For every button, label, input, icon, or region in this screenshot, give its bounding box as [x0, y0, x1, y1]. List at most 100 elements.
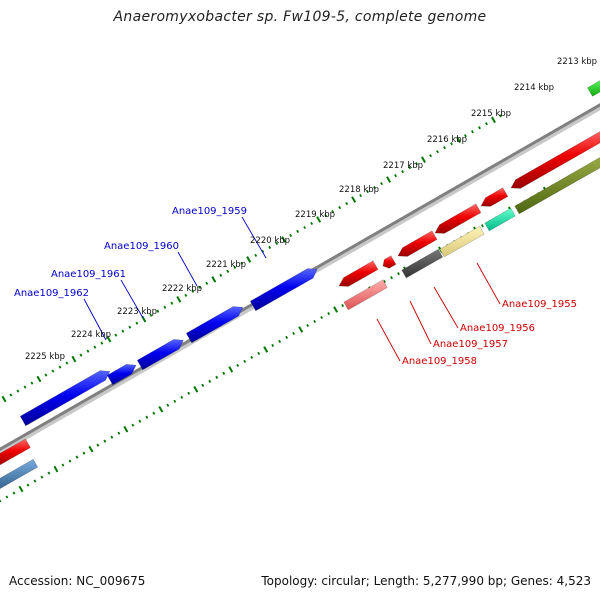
upper-scale-minor-tick	[149, 313, 153, 317]
upper-scale-minor-tick	[219, 273, 223, 277]
upper-scale-minor-tick	[170, 301, 174, 305]
upper-scale-minor-tick	[485, 122, 488, 126]
gene-reverse-arrow-6[interactable]	[510, 129, 600, 189]
lower-scale-major-tick	[263, 346, 269, 353]
scale-label: 2221 kbp	[206, 260, 246, 270]
upper-scale-minor-tick	[128, 325, 132, 329]
gene-reverse-arrow-4[interactable]	[434, 203, 482, 234]
gene-olive-box[interactable]	[514, 157, 600, 215]
gene-callout-line	[83, 298, 107, 341]
upper-scale-minor-tick	[366, 190, 369, 194]
gene-reverse-arrow-2[interactable]	[382, 255, 397, 269]
upper-scale-minor-tick	[268, 245, 272, 250]
lower-scale-minor-tick	[117, 431, 121, 435]
upper-scale-minor-tick	[289, 233, 293, 238]
gene-label[interactable]: Anae109_1958	[402, 356, 477, 367]
lower-scale-major-tick	[228, 366, 234, 373]
lower-scale-minor-tick	[180, 395, 184, 399]
upper-scale-minor-tick	[499, 114, 502, 118]
upper-scale-minor-tick	[478, 126, 481, 130]
gene-anae109-1957-box[interactable]	[401, 248, 444, 279]
lower-scale-major-tick	[193, 386, 199, 393]
gene-reverse-arrow-3[interactable]	[397, 230, 438, 257]
lower-scale-major-tick	[123, 425, 129, 433]
gene-anae109-1956-box[interactable]	[439, 225, 485, 258]
lower-scale-minor-tick	[33, 479, 37, 483]
gene-forward-arrow[interactable]	[249, 268, 318, 312]
gene-reverse-arrow-1[interactable]	[338, 260, 379, 287]
upper-scale-major-tick	[316, 216, 322, 223]
gene-label[interactable]: Anae109_1960	[104, 241, 179, 252]
gene-label[interactable]: Anae109_1962	[14, 288, 89, 299]
lower-scale-minor-tick	[208, 379, 212, 383]
upper-scale-major-tick	[281, 236, 287, 243]
genome-summary-text: Topology: circular; Length: 5,277,990 bp…	[261, 574, 591, 588]
upper-scale-minor-tick	[93, 345, 97, 349]
gene-label[interactable]: Anae109_1961	[51, 269, 126, 280]
gene-label[interactable]: Anae109_1956	[460, 323, 535, 334]
upper-scale-minor-tick	[331, 209, 335, 214]
lower-scale-major-tick	[298, 326, 304, 333]
scale-label: 2219 kbp	[295, 210, 335, 220]
lower-scale-minor-tick	[215, 375, 219, 379]
upper-scale-minor-tick	[338, 205, 342, 210]
upper-scale-minor-tick	[261, 249, 265, 253]
gene-label[interactable]: Anae109_1955	[502, 299, 577, 310]
gene-label[interactable]: Anae109_1959	[172, 206, 247, 217]
gene-steel-box[interactable]	[0, 458, 39, 492]
upper-scale-major-tick	[211, 276, 217, 283]
upper-scale-major-tick	[1, 395, 7, 403]
scale-label: 2223 kbp	[117, 307, 157, 317]
scale-label: 2215 kbp	[471, 109, 511, 119]
lower-scale-minor-tick	[250, 355, 254, 359]
upper-scale-minor-tick	[464, 134, 467, 138]
lower-scale-minor-tick	[292, 331, 296, 336]
lower-scale-minor-tick	[383, 280, 386, 284]
gene-callout-line	[433, 286, 459, 329]
gene-label[interactable]: Anae109_1957	[433, 339, 508, 350]
upper-scale-minor-tick	[44, 373, 48, 377]
map-title: Anaeromyxobacter sp. Fw109-5, complete g…	[113, 9, 487, 25]
lower-scale-minor-tick	[173, 399, 177, 403]
gene-reverse-arrow-left[interactable]	[0, 438, 31, 467]
lower-scale-minor-tick	[0, 499, 2, 503]
gene-anae109-1960-arrow[interactable]	[136, 339, 184, 371]
gene-anae109-1961-arrow[interactable]	[106, 363, 137, 386]
lower-scale-minor-tick	[243, 359, 247, 363]
lower-scale-major-tick	[333, 306, 339, 313]
lower-scale-major-tick	[158, 405, 164, 413]
lower-scale-minor-tick	[110, 435, 114, 439]
gene-anae109-1959-arrow[interactable]	[185, 306, 244, 344]
upper-scale-minor-tick	[58, 365, 62, 369]
lower-scale-minor-tick	[341, 303, 345, 308]
upper-scale-minor-tick	[394, 174, 397, 178]
upper-scale-minor-tick	[415, 162, 418, 166]
upper-scale-minor-tick	[254, 253, 258, 257]
gene-reverse-arrow-5[interactable]	[480, 187, 509, 207]
gene-green-box[interactable]	[587, 78, 600, 97]
upper-scale-major-tick	[386, 176, 392, 183]
upper-scale-minor-tick	[450, 142, 453, 146]
lower-scale-minor-tick	[138, 419, 142, 423]
scale-label: 2217 kbp	[383, 161, 423, 171]
lower-scale-major-tick	[18, 485, 24, 493]
scale-label: 2214 kbp	[514, 83, 554, 93]
upper-scale-minor-tick	[429, 154, 432, 158]
upper-scale-minor-tick	[436, 150, 439, 154]
upper-scale-minor-tick	[86, 349, 90, 353]
upper-scale-minor-tick	[198, 285, 202, 289]
scale-label: 2224 kbp	[71, 330, 111, 340]
upper-scale-minor-tick	[310, 221, 314, 226]
lower-scale-minor-tick	[166, 403, 170, 407]
gene-callout-line	[376, 318, 401, 362]
upper-scale-minor-tick	[373, 186, 376, 190]
upper-scale-major-tick	[36, 375, 42, 383]
gene-anae109-1955-box[interactable]	[484, 207, 516, 232]
upper-scale-minor-tick	[345, 201, 349, 206]
gene-anae109-1958-box[interactable]	[343, 279, 388, 311]
accession-text: Accession: NC_009675	[9, 574, 146, 588]
upper-scale-minor-tick	[79, 353, 83, 357]
gene-callout-line	[120, 279, 144, 319]
upper-scale-minor-tick	[65, 361, 69, 365]
